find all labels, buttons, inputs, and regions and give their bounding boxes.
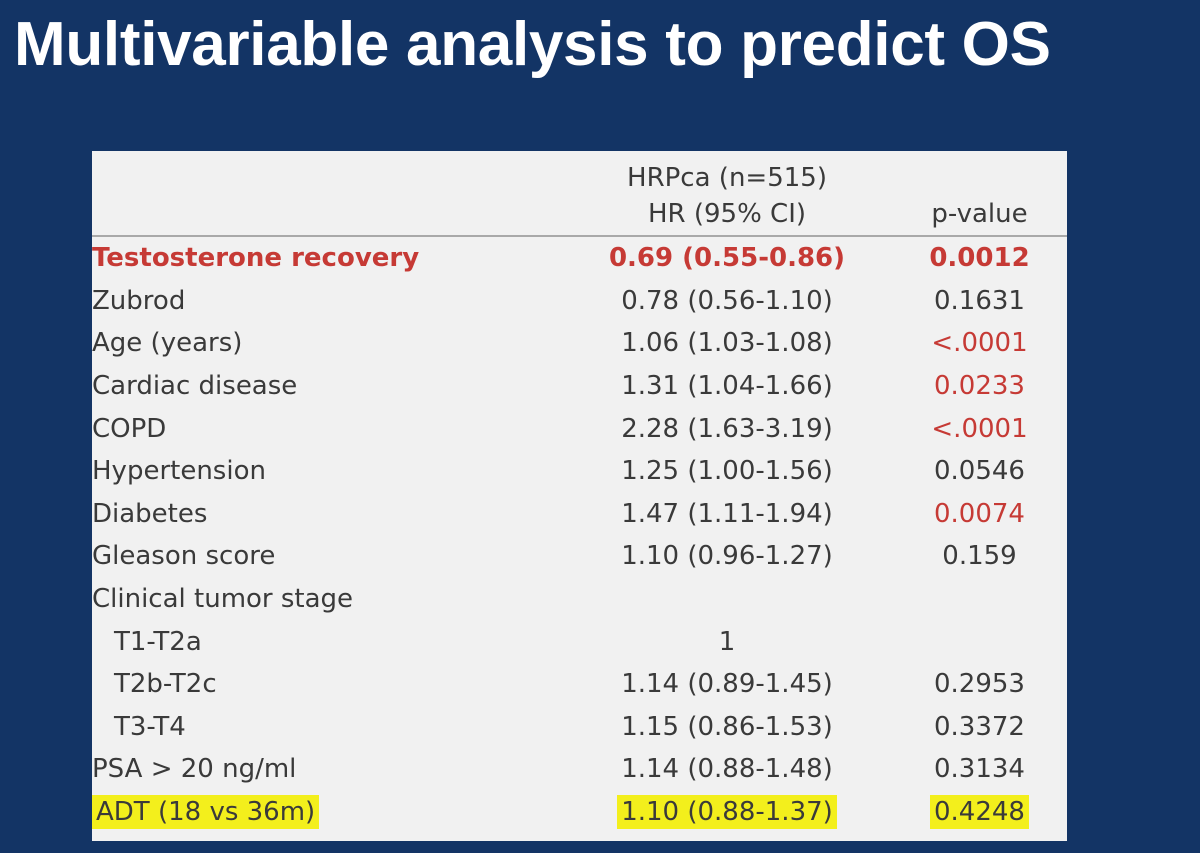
variable-name: COPD (92, 413, 167, 444)
variable-name: Age (years) (92, 328, 243, 359)
p-value: 0.159 (942, 541, 1017, 572)
hazard-ratio: 1.31 (1.04-1.66) (621, 371, 833, 402)
table-group-header-row: HRPca (n=515) (92, 151, 1067, 193)
p-value: 0.0012 (929, 243, 1030, 274)
p-value: 0.1631 (934, 285, 1025, 316)
hazard-ratio: 1.14 (0.89-1.45) (621, 669, 833, 700)
variable-name-cell: ADT (18 vs 36m) (92, 791, 562, 834)
hazard-ratio: 0.78 (0.56-1.10) (621, 285, 833, 316)
p-value: 0.3372 (934, 711, 1025, 742)
slide-title: Multivariable analysis to predict OS (14, 10, 1051, 79)
variable-name-highlighted: ADT (18 vs 36m) (92, 795, 320, 830)
p-value-significant: 0.0074 (934, 498, 1025, 529)
variable-name: PSA > 20 ng/ml (92, 754, 297, 785)
variable-name: Cardiac disease (92, 371, 298, 402)
variable-group-name: Clinical tumor stage (92, 584, 354, 615)
table-row-adt-highlighted: ADT (18 vs 36m) 1.10 (0.88-1.37) 0.4248 (92, 791, 1067, 834)
table-column-header-row: HR (95% CI) p-value (92, 193, 1067, 237)
hazard-ratio (562, 578, 892, 621)
variable-name: T1-T2a (114, 626, 202, 657)
variable-name: Testosterone recovery (92, 243, 420, 274)
table-row-cardiac-disease: Cardiac disease 1.31 (1.04-1.66) 0.0233 (92, 365, 1067, 408)
variable-name: Gleason score (92, 541, 276, 572)
hazard-ratio: 1.10 (0.96-1.27) (621, 541, 833, 572)
p-value-column-header: p-value (892, 193, 1067, 237)
p-value-cell: 0.4248 (892, 791, 1067, 834)
variable-name: T2b-T2c (114, 669, 217, 700)
p-value-significant: <.0001 (931, 413, 1028, 444)
p-value (892, 620, 1067, 663)
table-row-gleason-score: Gleason score 1.10 (0.96-1.27) 0.159 (92, 535, 1067, 578)
variable-name: Zubrod (92, 285, 186, 316)
p-value: 0.2953 (934, 669, 1025, 700)
p-value-highlighted: 0.4248 (930, 795, 1029, 830)
table-row-psa: PSA > 20 ng/ml 1.14 (0.88-1.48) 0.3134 (92, 748, 1067, 791)
table-row-stage-t3-t4: T3-T4 1.15 (0.86-1.53) 0.3372 (92, 706, 1067, 749)
p-value-significant: <.0001 (931, 328, 1028, 359)
multivariable-results-table: HRPca (n=515) HR (95% CI) p-value Testos… (92, 151, 1067, 833)
hazard-ratio: 1 (718, 626, 736, 657)
hazard-ratio: 1.15 (0.86-1.53) (621, 711, 833, 742)
header-spacer (92, 193, 562, 237)
table-row-zubrod: Zubrod 0.78 (0.56-1.10) 0.1631 (92, 280, 1067, 323)
table-row-stage-t1-t2a: T1-T2a 1 (92, 620, 1067, 663)
hazard-ratio-highlighted: 1.10 (0.88-1.37) (617, 795, 837, 830)
hazard-ratio-cell: 1.10 (0.88-1.37) (562, 791, 892, 834)
p-value (892, 578, 1067, 621)
hr-column-header: HR (95% CI) (562, 193, 892, 237)
p-value: 0.3134 (934, 754, 1025, 785)
hazard-ratio: 1.06 (1.03-1.08) (621, 328, 833, 359)
table-row-stage-t2b-t2c: T2b-T2c 1.14 (0.89-1.45) 0.2953 (92, 663, 1067, 706)
hazard-ratio: 0.69 (0.55-0.86) (608, 243, 846, 274)
header-spacer (92, 151, 562, 193)
p-value-significant: 0.0233 (934, 371, 1025, 402)
variable-name: Hypertension (92, 456, 266, 487)
table-row-diabetes: Diabetes 1.47 (1.11-1.94) 0.0074 (92, 493, 1067, 536)
variable-name: T3-T4 (114, 711, 186, 742)
variable-name: Diabetes (92, 498, 208, 529)
table-row-age: Age (years) 1.06 (1.03-1.08) <.0001 (92, 322, 1067, 365)
header-spacer (892, 151, 1067, 193)
table-row-hypertension: Hypertension 1.25 (1.00-1.56) 0.0546 (92, 450, 1067, 493)
hazard-ratio: 1.25 (1.00-1.56) (621, 456, 833, 487)
p-value: 0.0546 (934, 456, 1025, 487)
hazard-ratio: 1.14 (0.88-1.48) (621, 754, 833, 785)
table-row-copd: COPD 2.28 (1.63-3.19) <.0001 (92, 407, 1067, 450)
table-row-testosterone-recovery: Testosterone recovery 0.69 (0.55-0.86) 0… (92, 236, 1067, 280)
hazard-ratio: 2.28 (1.63-3.19) (621, 413, 833, 444)
results-table-panel: HRPca (n=515) HR (95% CI) p-value Testos… (92, 151, 1067, 841)
hazard-ratio: 1.47 (1.11-1.94) (621, 498, 833, 529)
table-row-clinical-tumor-stage: Clinical tumor stage (92, 578, 1067, 621)
cohort-header: HRPca (n=515) (627, 163, 827, 193)
